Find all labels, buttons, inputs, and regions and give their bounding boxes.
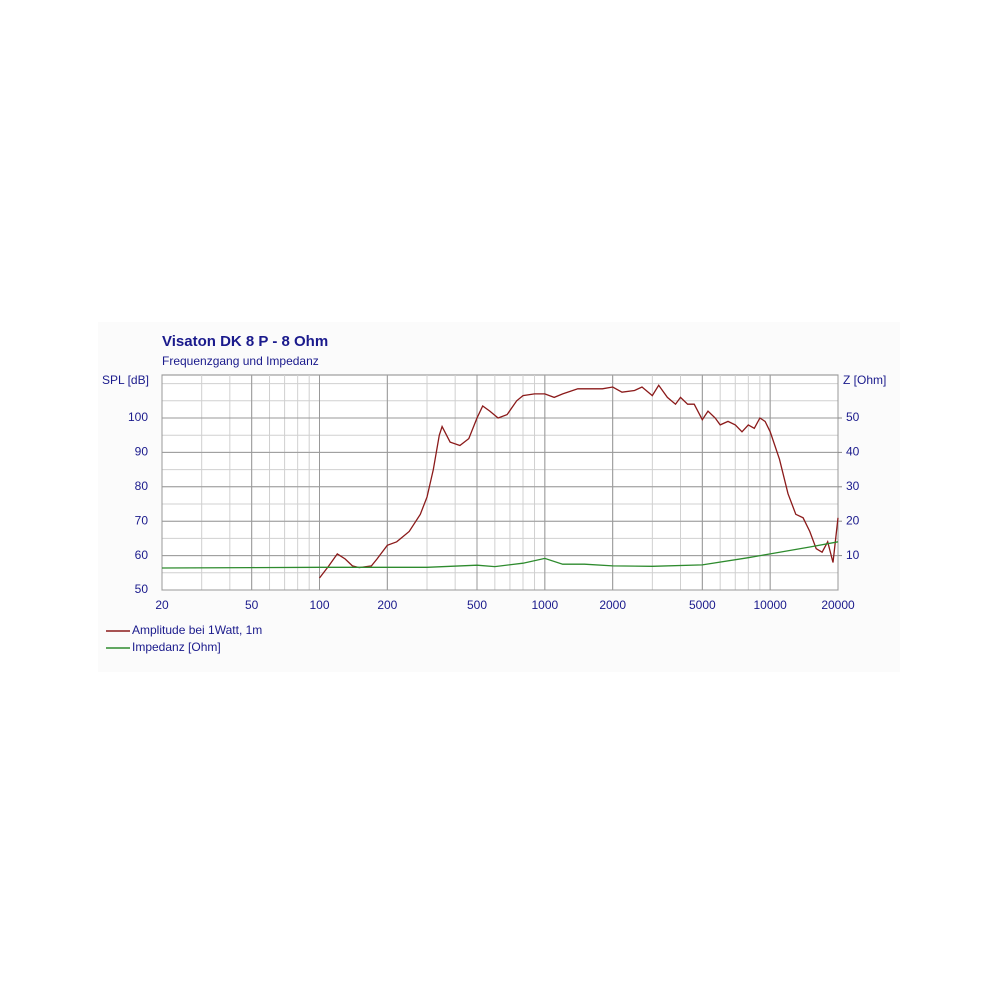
- y2-tick-label: 20: [846, 513, 860, 527]
- x-tick-label: 100: [309, 598, 329, 612]
- y-tick-label: 80: [135, 479, 149, 493]
- data-line: [161, 541, 839, 569]
- y-tick-label: 50: [135, 582, 149, 596]
- x-tick-label: 20000: [821, 598, 855, 612]
- y-tick-label: 70: [135, 513, 149, 527]
- chart-title: Visaton DK 8 P - 8 Ohm: [162, 333, 328, 350]
- y-axis-label: SPL [dB]: [102, 373, 149, 387]
- x-tick-label: 2000: [599, 598, 626, 612]
- chart-subtitle: Frequenzgang und Impedanz: [162, 354, 319, 368]
- data-line: [318, 384, 839, 579]
- x-tick-label: 10000: [753, 598, 787, 612]
- x-tick-label: 5000: [689, 598, 716, 612]
- y2-tick-label: 40: [846, 445, 860, 459]
- x-tick-label: 200: [377, 598, 397, 612]
- plot-area: [161, 374, 839, 591]
- x-tick-label: 1000: [531, 598, 558, 612]
- y2-tick-label: 10: [846, 548, 860, 562]
- y-tick-label: 90: [135, 445, 149, 459]
- y2-tick-label: 30: [846, 479, 860, 493]
- legend-label: Amplitude bei 1Watt, 1m: [132, 623, 262, 637]
- y2-axis-label: Z [Ohm]: [843, 373, 886, 387]
- y-tick-label: 100: [128, 410, 148, 424]
- y-tick-label: 60: [135, 548, 149, 562]
- x-tick-label: 500: [467, 598, 487, 612]
- x-tick-label: 50: [245, 598, 259, 612]
- legend-label: Impedanz [Ohm]: [132, 640, 221, 654]
- y2-tick-label: 50: [846, 410, 860, 424]
- x-tick-label: 20: [155, 598, 169, 612]
